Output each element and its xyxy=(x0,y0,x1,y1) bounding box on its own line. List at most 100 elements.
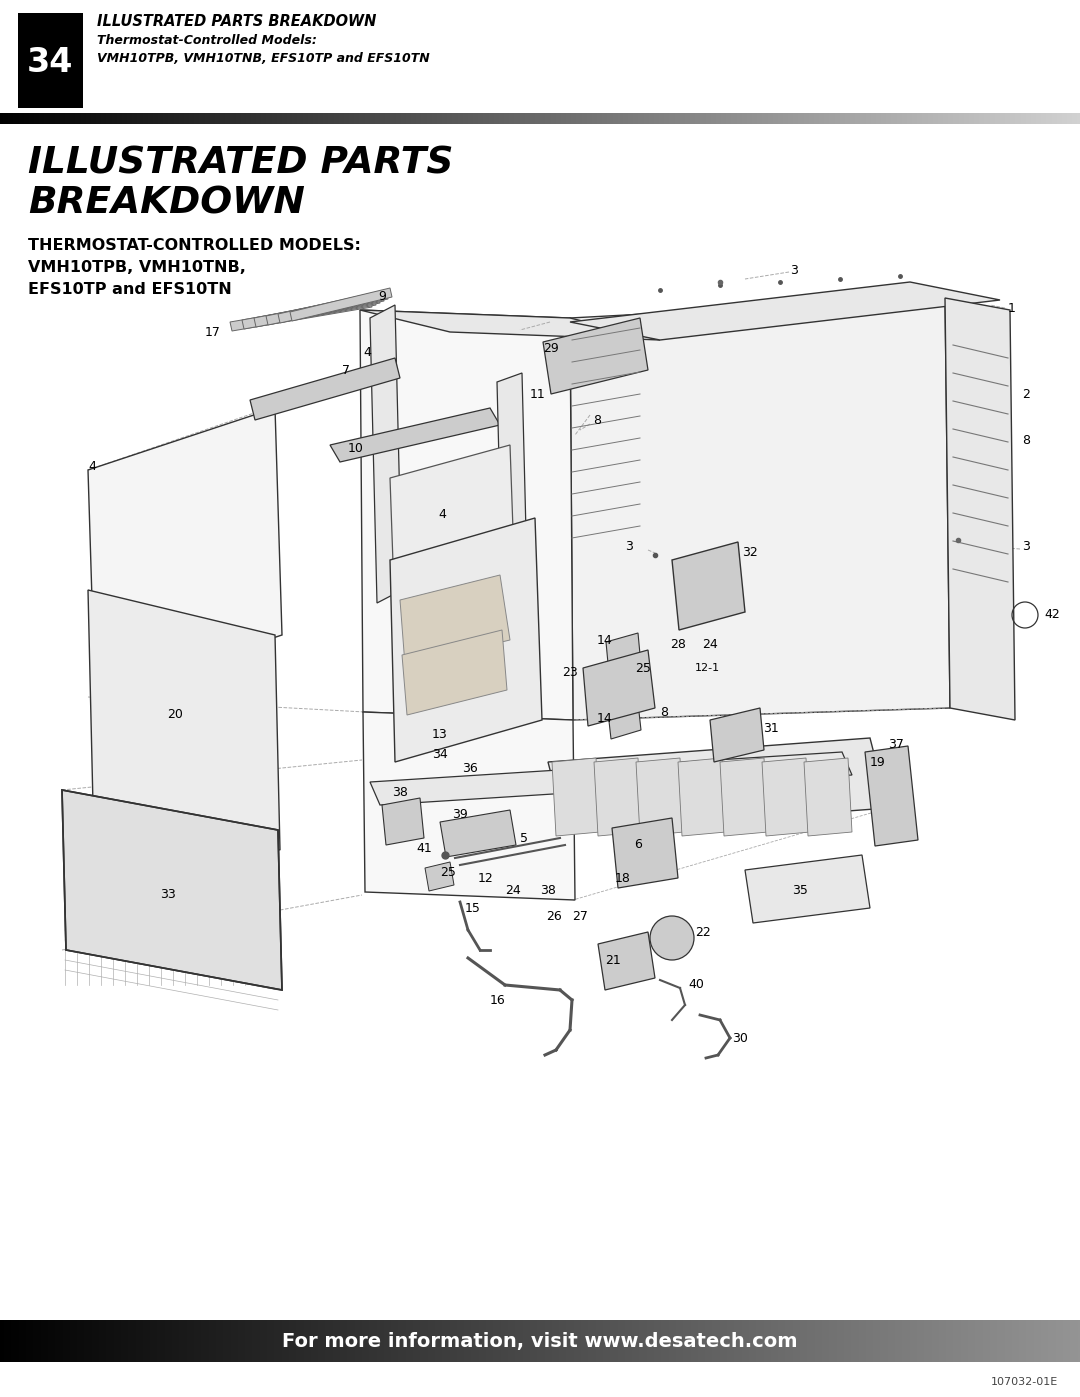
Text: 34: 34 xyxy=(27,46,73,78)
Polygon shape xyxy=(400,576,510,665)
Polygon shape xyxy=(440,810,516,856)
Polygon shape xyxy=(390,518,542,761)
Polygon shape xyxy=(230,298,372,331)
Text: 26: 26 xyxy=(546,909,562,922)
Polygon shape xyxy=(594,759,642,835)
Text: 9: 9 xyxy=(378,289,386,303)
Polygon shape xyxy=(598,932,654,990)
Text: 1: 1 xyxy=(1008,302,1016,314)
Text: 6: 6 xyxy=(634,838,642,852)
Text: 17: 17 xyxy=(205,326,221,338)
Text: 3: 3 xyxy=(1022,541,1030,553)
Text: 3: 3 xyxy=(789,264,798,277)
Polygon shape xyxy=(672,542,745,630)
Polygon shape xyxy=(242,296,376,330)
Text: 36: 36 xyxy=(462,761,477,774)
Polygon shape xyxy=(278,291,388,323)
Text: 24: 24 xyxy=(702,638,718,651)
Polygon shape xyxy=(382,798,424,845)
Text: 16: 16 xyxy=(490,993,505,1006)
Polygon shape xyxy=(552,759,600,835)
Text: 31: 31 xyxy=(762,721,779,735)
Polygon shape xyxy=(87,408,282,697)
Text: 30: 30 xyxy=(732,1031,747,1045)
Text: 35: 35 xyxy=(792,883,808,897)
Text: 34: 34 xyxy=(432,749,448,761)
Text: 3: 3 xyxy=(625,541,633,553)
Polygon shape xyxy=(291,288,392,321)
Text: 39: 39 xyxy=(453,809,468,821)
Text: 40: 40 xyxy=(688,978,704,992)
Text: 11: 11 xyxy=(530,388,545,401)
Circle shape xyxy=(650,916,694,960)
Polygon shape xyxy=(606,633,642,673)
Polygon shape xyxy=(426,862,454,891)
Text: 14: 14 xyxy=(597,711,612,725)
Polygon shape xyxy=(254,293,380,327)
Polygon shape xyxy=(62,789,282,990)
Text: 8: 8 xyxy=(1022,433,1030,447)
Text: 38: 38 xyxy=(540,883,556,897)
Text: 14: 14 xyxy=(597,633,612,647)
Text: 29: 29 xyxy=(543,341,558,355)
Polygon shape xyxy=(804,759,852,835)
Text: 19: 19 xyxy=(870,756,886,768)
Polygon shape xyxy=(249,358,400,420)
Text: For more information, visit www.desatech.com: For more information, visit www.desatech… xyxy=(282,1331,798,1351)
Text: EFS10TP and EFS10TN: EFS10TP and EFS10TN xyxy=(28,282,232,298)
Polygon shape xyxy=(745,855,870,923)
Text: 21: 21 xyxy=(605,954,621,967)
Polygon shape xyxy=(87,590,280,849)
Text: THERMOSTAT-CONTROLLED MODELS:: THERMOSTAT-CONTROLLED MODELS: xyxy=(28,237,361,253)
Text: ILLUSTRATED PARTS: ILLUSTRATED PARTS xyxy=(28,145,454,182)
Polygon shape xyxy=(360,310,660,339)
Text: 5: 5 xyxy=(519,831,528,845)
Polygon shape xyxy=(330,408,500,462)
Text: 23: 23 xyxy=(563,665,578,679)
Text: 42: 42 xyxy=(1044,609,1059,622)
Text: 7: 7 xyxy=(342,363,350,377)
Text: 15: 15 xyxy=(465,901,481,915)
Polygon shape xyxy=(402,630,507,715)
Text: 27: 27 xyxy=(572,909,588,922)
Polygon shape xyxy=(678,759,726,835)
Polygon shape xyxy=(266,292,384,326)
Polygon shape xyxy=(762,759,810,835)
Text: 28: 28 xyxy=(670,638,686,651)
Polygon shape xyxy=(360,310,573,719)
Text: 8: 8 xyxy=(660,705,669,718)
Polygon shape xyxy=(570,282,1000,339)
Text: 41: 41 xyxy=(416,841,432,855)
Polygon shape xyxy=(370,305,402,604)
Polygon shape xyxy=(710,708,764,761)
Polygon shape xyxy=(497,373,528,622)
Polygon shape xyxy=(720,759,768,835)
Text: 33: 33 xyxy=(160,888,176,901)
Polygon shape xyxy=(363,712,575,900)
Bar xyxy=(18,13,83,108)
Text: 32: 32 xyxy=(742,545,758,559)
Polygon shape xyxy=(548,738,888,833)
Text: 8: 8 xyxy=(593,414,600,426)
Text: 25: 25 xyxy=(440,866,456,879)
Text: 38: 38 xyxy=(392,787,408,799)
Text: 4: 4 xyxy=(87,460,96,472)
Text: 25: 25 xyxy=(635,662,651,675)
Text: 20: 20 xyxy=(167,708,183,721)
Polygon shape xyxy=(370,752,852,805)
Text: 2: 2 xyxy=(1022,388,1030,401)
Polygon shape xyxy=(865,746,918,847)
Text: 22: 22 xyxy=(696,925,711,939)
Text: 13: 13 xyxy=(432,728,448,742)
Text: VMH10TPB, VMH10TNB, EFS10TP and EFS10TN: VMH10TPB, VMH10TNB, EFS10TP and EFS10TN xyxy=(97,52,430,64)
Polygon shape xyxy=(543,319,648,394)
Polygon shape xyxy=(608,703,642,739)
Text: 12-1: 12-1 xyxy=(696,664,720,673)
Text: 18: 18 xyxy=(615,872,631,884)
Polygon shape xyxy=(636,759,684,835)
Polygon shape xyxy=(583,650,654,726)
Text: ILLUSTRATED PARTS BREAKDOWN: ILLUSTRATED PARTS BREAKDOWN xyxy=(97,14,376,29)
Text: Thermostat-Controlled Models:: Thermostat-Controlled Models: xyxy=(97,35,316,47)
Text: 37: 37 xyxy=(888,739,904,752)
Text: BREAKDOWN: BREAKDOWN xyxy=(28,184,305,221)
